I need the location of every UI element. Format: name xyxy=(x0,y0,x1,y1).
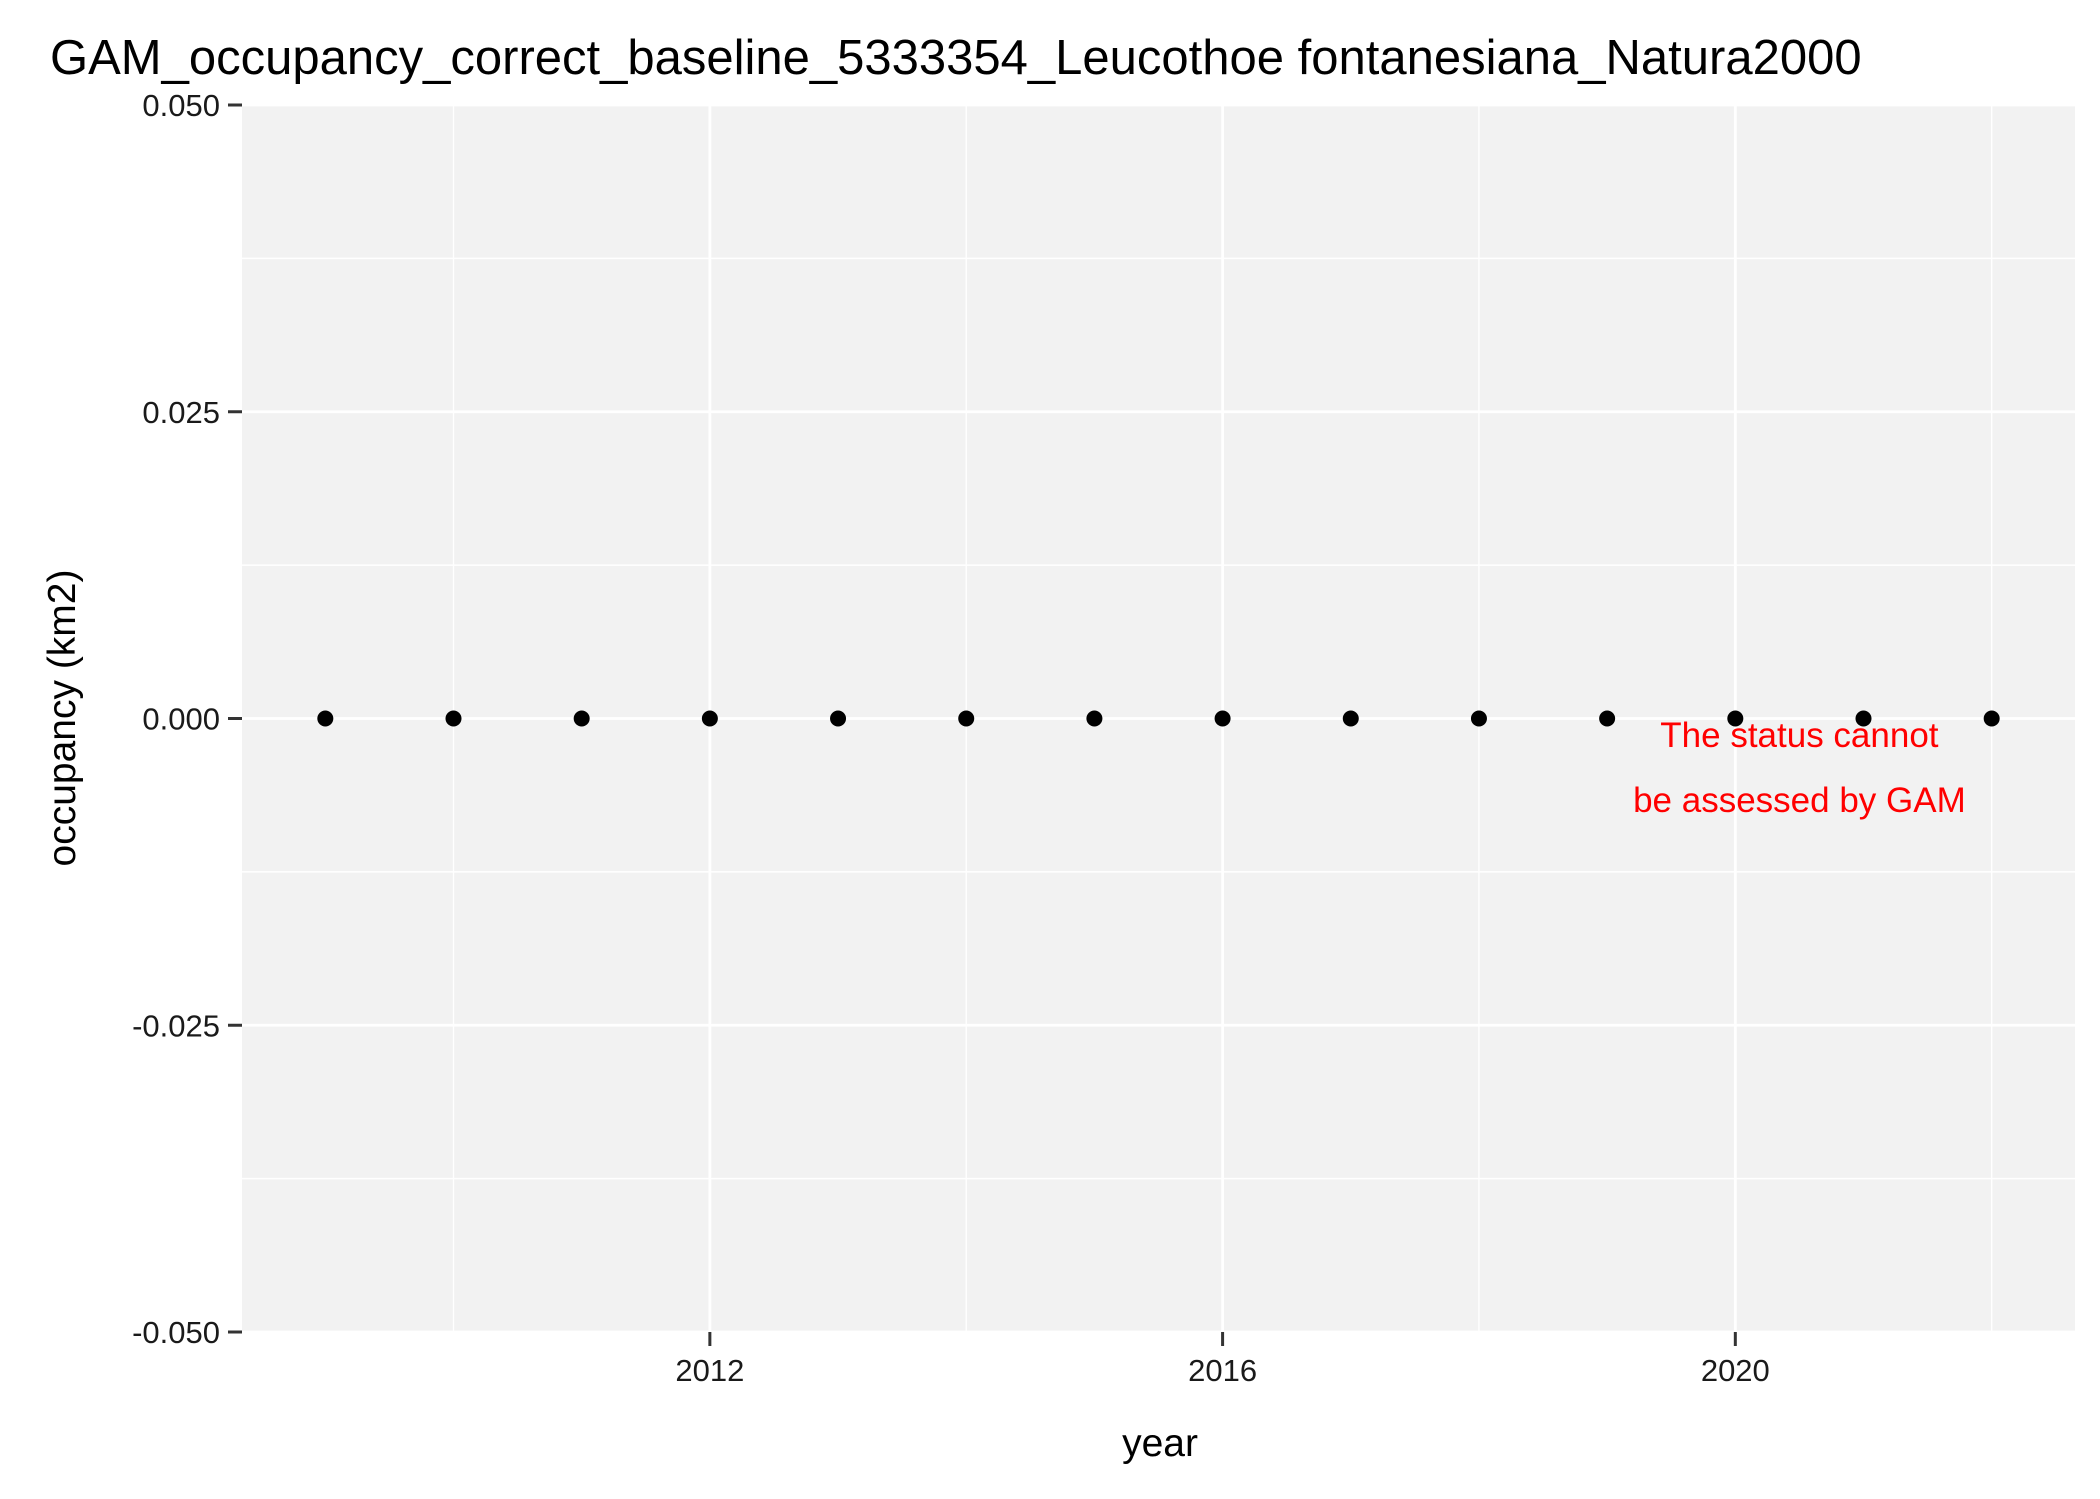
status-annotation: The status cannot be assessed by GAM xyxy=(1633,716,1966,820)
x-tick-label: 2020 xyxy=(1701,1353,1770,1388)
data-point xyxy=(958,710,975,727)
data-point xyxy=(701,710,718,727)
y-tick-label: 0.050 xyxy=(142,88,220,123)
y-tick-label: -0.025 xyxy=(132,1008,220,1043)
y-tick-label: -0.050 xyxy=(132,1315,220,1350)
data-point xyxy=(1855,710,1872,727)
data-point xyxy=(1342,710,1359,727)
data-point xyxy=(445,710,462,727)
y-tick-label: 0.000 xyxy=(142,702,220,737)
data-point xyxy=(830,710,847,727)
y-axis-label: occupancy (km2) xyxy=(41,570,84,867)
chart-title: GAM_occupancy_correct_baseline_5333354_L… xyxy=(50,31,1862,85)
annotation-line: be assessed by GAM xyxy=(1633,781,1966,820)
data-point xyxy=(1727,710,1744,727)
y-tick-label: 0.025 xyxy=(142,395,220,430)
data-point xyxy=(317,710,334,727)
data-point xyxy=(1214,710,1231,727)
x-tick-label: 2012 xyxy=(675,1353,744,1388)
data-point xyxy=(1086,710,1103,727)
data-point xyxy=(1470,710,1487,727)
data-point xyxy=(1983,710,2000,727)
x-axis-label: year xyxy=(1122,1422,1198,1465)
annotation-line: The status cannot xyxy=(1660,716,1938,755)
y-axis: -0.050 -0.025 0.000 0.025 0.050 xyxy=(132,88,242,1350)
x-axis: 2012 2016 2020 xyxy=(675,1332,1770,1388)
data-point xyxy=(1599,710,1616,727)
data-point xyxy=(573,710,590,727)
data-points xyxy=(317,710,2000,727)
x-tick-label: 2016 xyxy=(1188,1353,1257,1388)
